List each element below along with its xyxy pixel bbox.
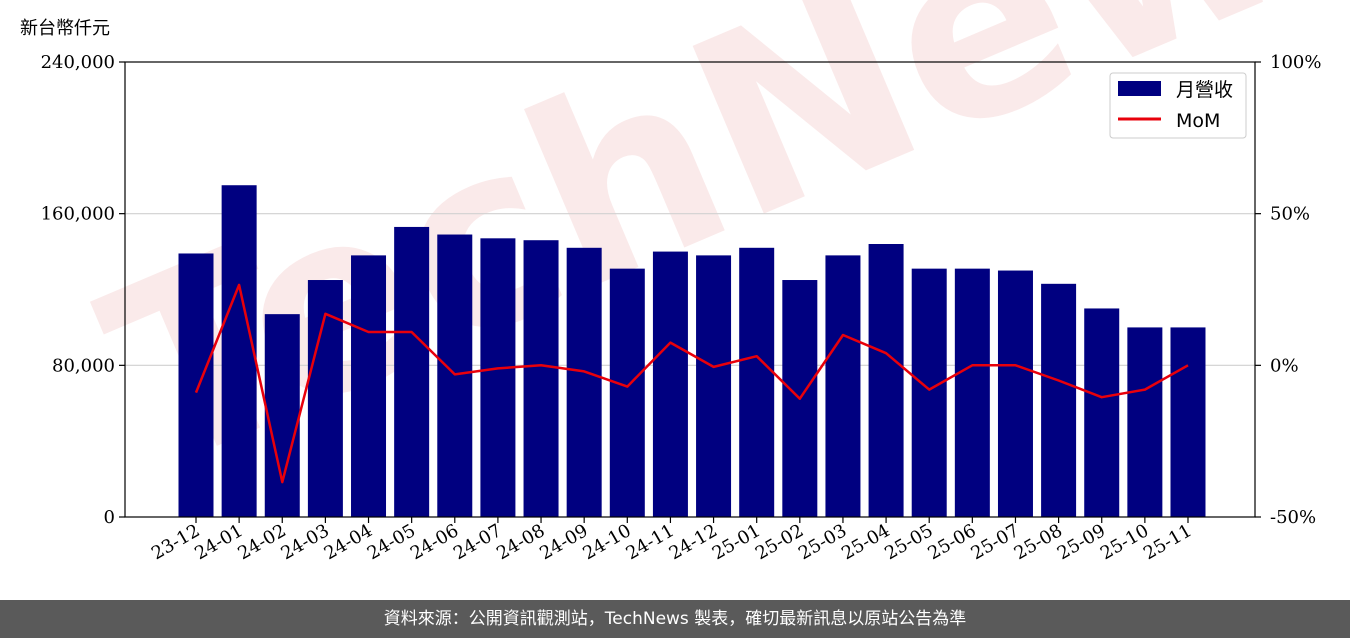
bar: [264, 314, 300, 517]
x-tick-label: 24-02: [234, 520, 289, 564]
bar: [911, 268, 947, 517]
x-tick-label: 25-08: [1011, 520, 1066, 564]
line-layer: [194, 283, 1189, 484]
right-tick-label: -50%: [1270, 507, 1316, 528]
legend-swatch-bar: [1118, 81, 1161, 96]
legend-label-revenue: 月營收: [1176, 79, 1233, 101]
x-tick-label: 25-02: [752, 520, 807, 564]
left-axis: 0 80,000 160,000 240,000: [41, 52, 125, 528]
source-footer: 資料來源：公開資訊觀測站，TechNews 製表，確切最新訊息以原站公告為準: [0, 600, 1350, 638]
left-tick-label: 240,000: [41, 52, 115, 73]
x-tick-label: 24-09: [536, 520, 591, 564]
bar-layer: [178, 185, 1206, 518]
bar: [1127, 327, 1163, 517]
bar: [825, 255, 861, 517]
x-tick-label: 24-12: [666, 520, 721, 564]
left-tick-label: 160,000: [41, 204, 115, 225]
bar: [868, 244, 904, 517]
mom-line: [194, 283, 1189, 484]
bar: [652, 251, 688, 518]
bar: [997, 270, 1033, 517]
left-tick-label: 0: [104, 507, 115, 528]
x-tick-label: 24-01: [191, 520, 246, 564]
bar: [178, 253, 214, 517]
bar: [351, 255, 387, 517]
bar: [696, 255, 732, 517]
x-tick-label: 25-05: [881, 520, 936, 564]
bar: [480, 238, 516, 517]
x-tick-label: 24-07: [450, 520, 505, 564]
bar: [954, 268, 990, 517]
right-tick-label: 0%: [1270, 355, 1299, 376]
x-tick-label: 24-08: [493, 520, 548, 564]
x-tick-label: 25-04: [838, 520, 893, 564]
x-tick-label: 25-06: [924, 520, 979, 564]
bar: [394, 226, 430, 517]
left-tick-label: 80,000: [52, 355, 115, 376]
bar: [523, 240, 559, 518]
plot-frame: [124, 61, 1256, 518]
x-tick-label: 23-12: [148, 520, 203, 564]
x-tick-label: 25-09: [1054, 520, 1109, 564]
legend: 月營收 MoM: [1109, 72, 1247, 139]
legend-label-mom: MoM: [1176, 110, 1220, 132]
x-tick-label: 25-03: [795, 520, 850, 564]
x-tick-label: 25-07: [968, 520, 1023, 564]
x-tick-label: 25-11: [1140, 520, 1195, 564]
bar: [566, 247, 602, 517]
x-tick-label: 24-10: [579, 520, 634, 564]
bar: [1170, 327, 1206, 517]
bar: [739, 247, 775, 517]
x-tick-label: 25-01: [709, 520, 764, 564]
x-axis: 23-1224-0124-0224-0324-0424-0524-0624-07…: [148, 517, 1195, 564]
x-tick-label: 24-11: [622, 520, 677, 564]
right-tick-label: 50%: [1270, 204, 1310, 225]
x-tick-label: 24-04: [321, 520, 376, 564]
bar: [221, 185, 257, 517]
bar: [1084, 308, 1120, 517]
x-tick-label: 24-06: [407, 520, 462, 564]
y-unit-label: 新台幣仟元: [20, 18, 110, 39]
x-tick-label: 25-10: [1097, 520, 1152, 564]
right-tick-label: 100%: [1270, 52, 1321, 73]
right-axis: -50% 0% 50% 100%: [1255, 52, 1321, 528]
bar: [1041, 283, 1077, 517]
x-tick-label: 24-05: [364, 520, 419, 564]
bar: [609, 268, 645, 517]
x-tick-label: 24-03: [277, 520, 332, 564]
bar: [437, 234, 473, 518]
